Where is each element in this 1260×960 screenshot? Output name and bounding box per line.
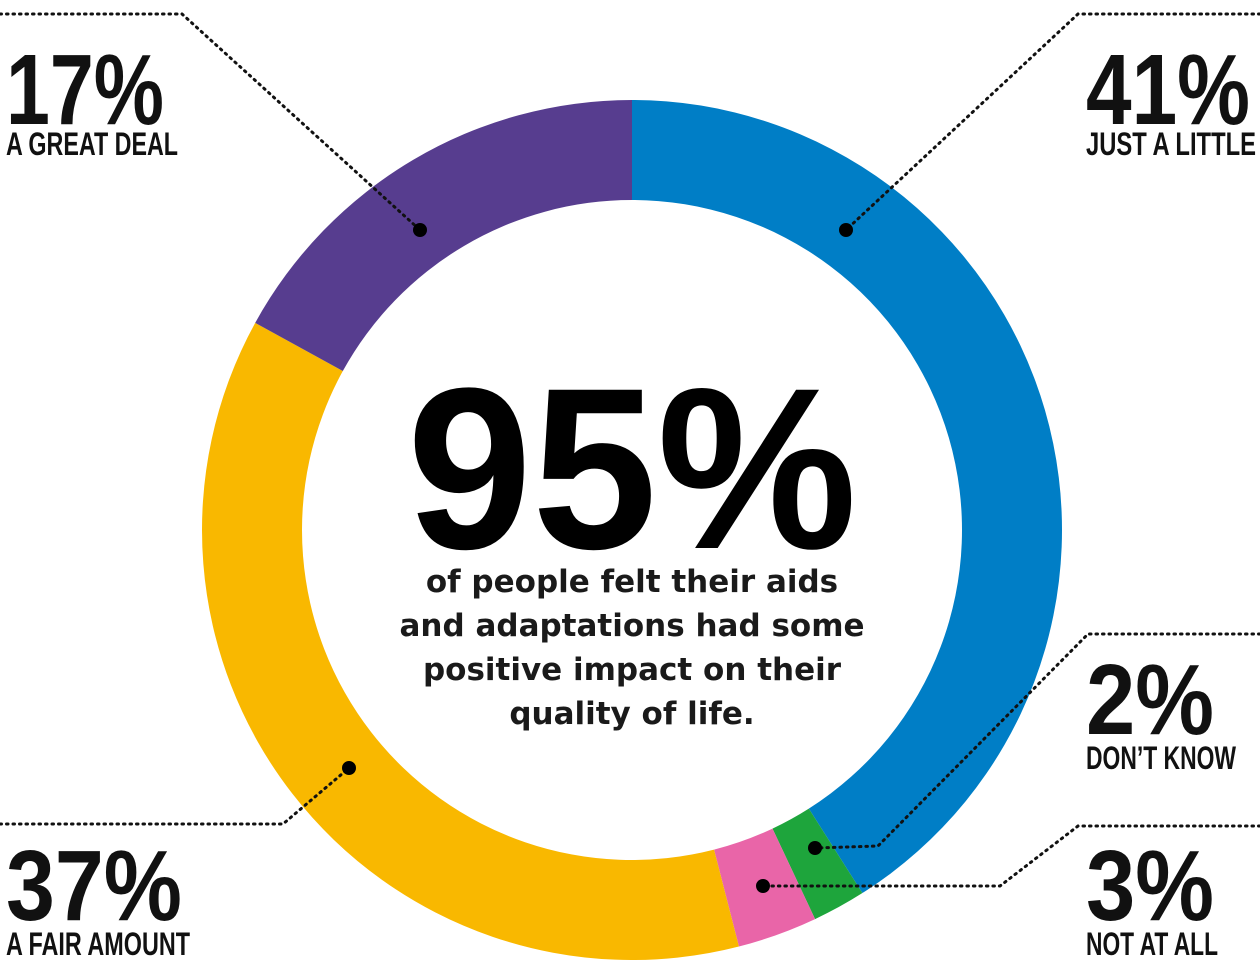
leader-line-not-at-all (761, 824, 1260, 888)
center-line-2: and adaptations had some (399, 608, 864, 644)
dot-dont-know (808, 841, 822, 855)
leader-lines (0, 12, 1260, 888)
callout-fair-amount-percent: 37% (6, 830, 182, 942)
callout-great-deal-percent: 17% (6, 34, 164, 146)
leader-line-fair-amount (0, 766, 351, 826)
callout-dont-know-percent: 2% (1086, 644, 1214, 756)
callout-just-little-percent: 41% (1086, 34, 1250, 146)
dot-just-little (839, 223, 853, 237)
callout-fair-amount-label: A FAIR AMOUNT (6, 926, 190, 960)
slice-don-t-know (772, 808, 863, 920)
leader-line-great-deal (0, 12, 422, 232)
dot-not-at-all (756, 879, 770, 893)
donut-slices (202, 100, 1063, 960)
center-line-4: quality of life. (509, 696, 754, 732)
callout-not-at-all-percent: 3% (1086, 830, 1214, 942)
leader-line-dont-know (813, 632, 1260, 850)
callout-not-at-all-label: NOT AT ALL (1086, 926, 1218, 960)
center-line-3: positive impact on their (423, 652, 842, 688)
headline-percent: 95% (407, 340, 857, 597)
slice-just-a-little (632, 100, 1063, 894)
center-line-1: of people felt their aids (426, 564, 838, 600)
callout-dont-know-label: DON’T KNOW (1086, 740, 1237, 776)
slice-a-fair-amount (202, 322, 739, 960)
leader-line-just-little (844, 12, 1260, 232)
dot-great-deal (413, 223, 427, 237)
callout-great-deal-label: A GREAT DEAL (6, 126, 178, 162)
leader-dots (342, 223, 853, 893)
callout-just-little-label: JUST A LITTLE (1086, 126, 1256, 162)
dot-fair-amount (342, 761, 356, 775)
slice-a-great-deal (255, 100, 633, 372)
